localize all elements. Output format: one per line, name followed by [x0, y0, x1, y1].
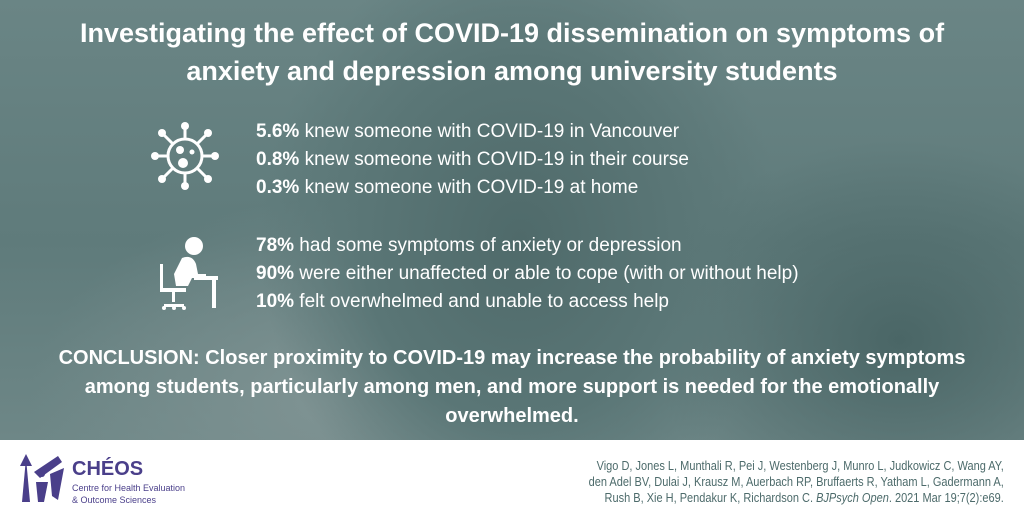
citation-authors: Rush B, Xie H, Pendakur K, Richardson C.: [604, 491, 817, 505]
citation-line: den Adel BV, Dulai J, Krausz M, Auerbach…: [588, 475, 1004, 489]
logo-subtitle-line: Centre for Health Evaluation: [72, 483, 186, 493]
virus-icon: [151, 122, 219, 190]
title-line: anxiety and depression among university …: [186, 56, 838, 86]
citation-line: Rush B, Xie H, Pendakur K, Richardson C.…: [589, 490, 1004, 506]
background-photo: Investigating the effect of COVID-19 dis…: [0, 0, 1024, 440]
stat-line: 10% felt overwhelmed and unable to acces…: [256, 288, 799, 316]
citation-line: Vigo D, Jones L, Munthali R, Pei J, West…: [596, 459, 1004, 473]
stat-text: had some symptoms of anxiety or depressi…: [294, 235, 682, 256]
citation: Vigo D, Jones L, Munthali R, Pei J, West…: [589, 458, 1004, 506]
title-line: Investigating the effect of COVID-19 dis…: [79, 18, 945, 48]
citation-journal: BJPsych Open: [816, 491, 890, 505]
conclusion: CONCLUSION: Closer proximity to COVID-19…: [58, 347, 966, 427]
stat-line: 0.3% knew someone with COVID-19 at home: [256, 174, 689, 202]
logo-subtitle-line: & Outcome Sciences: [72, 495, 157, 505]
page-title: Investigating the effect of COVID-19 dis…: [0, 14, 1024, 90]
stat-value: 0.3%: [256, 177, 300, 198]
proximity-stats: 5.6% knew someone with COVID-19 in Vanco…: [256, 118, 689, 202]
stat-line: 90% were either unaffected or able to co…: [256, 260, 799, 288]
cheos-logo-icon: [20, 454, 64, 502]
logo-name: CHÉOS: [72, 458, 144, 480]
stat-line: 5.6% knew someone with COVID-19 in Vanco…: [256, 118, 689, 146]
stat-text: were either unaffected or able to cope (…: [294, 263, 799, 284]
stat-line: 0.8% knew someone with COVID-19 in their…: [256, 146, 689, 174]
stat-value: 5.6%: [256, 121, 300, 142]
stat-text: knew someone with COVID-19 in their cour…: [299, 149, 689, 170]
stat-line: 78% had some symptoms of anxiety or depr…: [256, 232, 799, 260]
stat-text: knew someone with COVID-19 in Vancouver: [299, 121, 680, 142]
mental-health-stats: 78% had some symptoms of anxiety or depr…: [256, 232, 799, 316]
stat-value: 0.8%: [256, 149, 300, 170]
stat-value: 78%: [256, 235, 295, 256]
person-at-desk-icon: [160, 237, 218, 310]
stat-value: 90%: [256, 263, 295, 284]
stat-text: felt overwhelmed and unable to access he…: [294, 291, 669, 312]
stat-text: knew someone with COVID-19 at home: [299, 177, 639, 198]
logo-subtitle: Centre for Health Evaluation & Outcome S…: [72, 482, 185, 506]
stat-value: 10%: [256, 291, 295, 312]
citation-date: . 2021 Mar 19;7(2):e69.: [889, 491, 1004, 505]
